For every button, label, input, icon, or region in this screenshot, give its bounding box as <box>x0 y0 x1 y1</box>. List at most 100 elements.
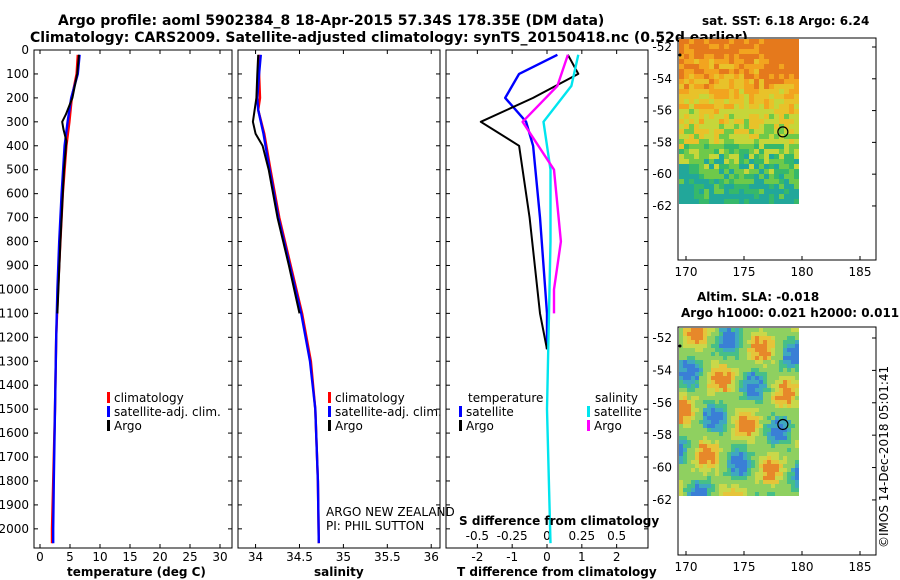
map-cell <box>694 164 699 169</box>
map-cell <box>744 59 749 64</box>
map-cell <box>679 372 683 376</box>
map-cell <box>783 400 787 404</box>
map-cell <box>743 464 747 468</box>
map-cell <box>779 412 783 416</box>
map-cell <box>763 484 767 488</box>
map-cell <box>715 336 719 340</box>
map-cell <box>794 199 799 204</box>
map-cell <box>695 380 699 384</box>
map-cell <box>734 49 739 54</box>
map-cell <box>789 44 794 49</box>
map-cell <box>723 352 727 356</box>
map-cell <box>707 360 711 364</box>
map-cell <box>767 380 771 384</box>
map-cell <box>771 348 775 352</box>
map-cell <box>751 372 755 376</box>
map-cell <box>764 189 769 194</box>
map-cell <box>715 464 719 468</box>
map-cell <box>679 134 684 139</box>
map-cell <box>739 139 744 144</box>
map-cell <box>707 472 711 476</box>
map-cell <box>775 432 779 436</box>
map-cell <box>679 64 684 69</box>
map-cell <box>787 408 791 412</box>
map-cell <box>764 99 769 104</box>
map-cell <box>784 139 789 144</box>
map-cell <box>731 460 735 464</box>
map-cell <box>739 99 744 104</box>
map-cell <box>754 69 759 74</box>
map-cell <box>719 184 724 189</box>
map-cell <box>719 104 724 109</box>
map-cell <box>763 336 767 340</box>
map-cell <box>749 174 754 179</box>
map-cell <box>789 134 794 139</box>
map-cell <box>755 356 759 360</box>
map-cell <box>691 392 695 396</box>
map-cell <box>747 468 751 472</box>
temperature-x-tick-label: 25 <box>182 550 197 564</box>
map-cell <box>759 154 764 159</box>
map-cell <box>779 408 783 412</box>
map-cell <box>691 420 695 424</box>
map-cell <box>739 84 744 89</box>
temperature-x-tick-label: 20 <box>152 550 167 564</box>
map-cell <box>754 44 759 49</box>
map-cell <box>704 94 709 99</box>
map-cell <box>751 352 755 356</box>
map-cell <box>794 179 799 184</box>
map-cell <box>711 380 715 384</box>
map-cell <box>691 348 695 352</box>
map-cell <box>719 44 724 49</box>
map-cell <box>739 472 743 476</box>
map-cell <box>723 484 727 488</box>
map-cell <box>729 144 734 149</box>
map-cell <box>775 328 779 332</box>
map-cell <box>787 376 791 380</box>
map-cell <box>723 404 727 408</box>
map-cell <box>795 356 799 360</box>
map-cell <box>695 476 699 480</box>
map-cell <box>771 404 775 408</box>
map-cell <box>723 400 727 404</box>
map-cell <box>694 39 699 44</box>
map-cell <box>795 404 799 408</box>
map-cell <box>683 368 687 372</box>
map-cell <box>775 408 779 412</box>
map-cell <box>743 456 747 460</box>
map-cell <box>707 332 711 336</box>
map-cell <box>729 59 734 64</box>
map-cell <box>724 164 729 169</box>
map-cell <box>684 99 689 104</box>
map-cell <box>724 184 729 189</box>
map-cell <box>784 49 789 54</box>
map-cell <box>744 104 749 109</box>
map-cell <box>791 360 795 364</box>
map-cell <box>771 380 775 384</box>
map-cell <box>775 364 779 368</box>
map-cell <box>779 472 783 476</box>
map-cell <box>731 464 735 468</box>
map-cell <box>787 348 791 352</box>
map-cell <box>767 444 771 448</box>
map-cell <box>715 348 719 352</box>
map-cell <box>723 384 727 388</box>
map-cell <box>734 164 739 169</box>
map-cell <box>703 428 707 432</box>
map-cell <box>779 179 784 184</box>
map-cell <box>739 416 743 420</box>
map-cell <box>739 336 743 340</box>
map-cell <box>679 460 683 464</box>
map-cell <box>699 384 703 388</box>
map-cell <box>689 199 694 204</box>
map-cell <box>691 356 695 360</box>
map-cell <box>759 392 763 396</box>
map-cell <box>735 336 739 340</box>
map-cell <box>783 332 787 336</box>
map-cell <box>755 328 759 332</box>
map-cell <box>714 144 719 149</box>
map-cell <box>694 129 699 134</box>
map-cell <box>679 129 684 134</box>
map-cell <box>729 174 734 179</box>
